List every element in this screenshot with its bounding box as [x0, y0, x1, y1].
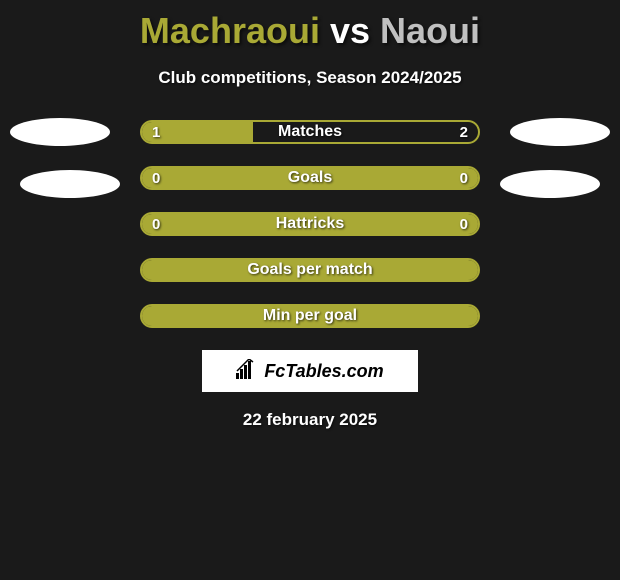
stat-label: Matches — [142, 122, 478, 142]
avatar-right-1 — [510, 118, 610, 146]
brand-text: FcTables.com — [264, 361, 383, 382]
stat-bar-goals: 0 Goals 0 — [140, 166, 480, 190]
stat-bar-goals-per-match: Goals per match — [140, 258, 480, 282]
stat-label: Goals per match — [142, 260, 478, 280]
player2-name: Naoui — [380, 10, 480, 51]
chart-area: 1 Matches 2 0 Goals 0 0 Hattricks 0 Goal… — [0, 120, 620, 328]
stat-bar-min-per-goal: Min per goal — [140, 304, 480, 328]
stat-label: Hattricks — [142, 214, 478, 234]
stat-value-right: 2 — [460, 122, 468, 142]
stat-label: Goals — [142, 168, 478, 188]
vs-text: vs — [330, 10, 370, 51]
avatar-left-2 — [20, 170, 120, 198]
player1-name: Machraoui — [140, 10, 320, 51]
date-text: 22 february 2025 — [0, 410, 620, 430]
comparison-title: Machraoui vs Naoui — [0, 0, 620, 52]
stat-label: Min per goal — [142, 306, 478, 326]
stat-value-right: 0 — [460, 168, 468, 188]
stat-bar-matches: 1 Matches 2 — [140, 120, 480, 144]
stat-value-right: 0 — [460, 214, 468, 234]
chart-icon — [236, 359, 258, 384]
bars-container: 1 Matches 2 0 Goals 0 0 Hattricks 0 Goal… — [140, 120, 480, 328]
brand-box[interactable]: FcTables.com — [202, 350, 418, 392]
subtitle: Club competitions, Season 2024/2025 — [0, 68, 620, 88]
stat-bar-hattricks: 0 Hattricks 0 — [140, 212, 480, 236]
avatar-right-2 — [500, 170, 600, 198]
avatar-left-1 — [10, 118, 110, 146]
